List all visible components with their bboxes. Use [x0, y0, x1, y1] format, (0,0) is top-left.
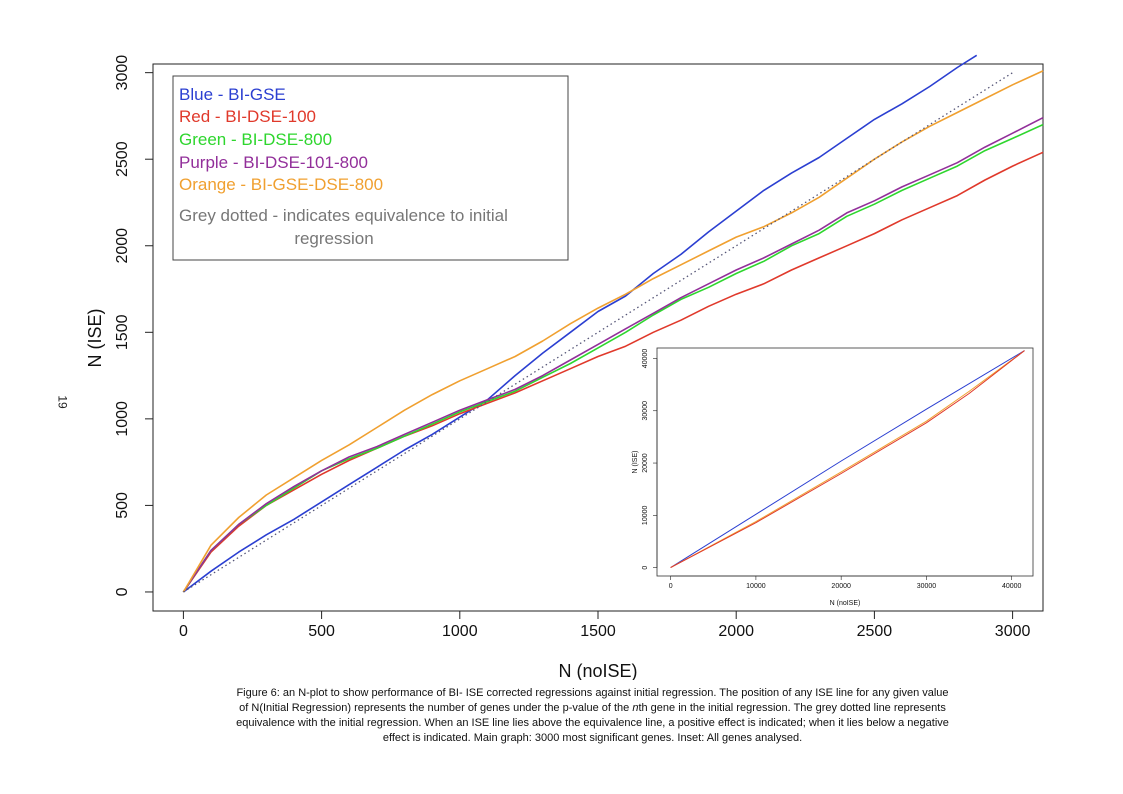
caption-line-4: effect is indicated. Main graph: 3000 mo…: [382, 732, 803, 744]
main-axes: 0 500 1000 1500 2000 2500 30000500100015002000…: [114, 55, 1030, 640]
legend-entry-green: Green - BI-DSE-800: [179, 130, 332, 149]
main-x-tick-label: 2500: [857, 623, 893, 640]
main-y-tick-label: 500: [114, 492, 131, 519]
main-y-tick-label: 2000: [114, 228, 131, 264]
caption-line-3: equivalence with the initial regression.…: [236, 717, 949, 729]
inset-y-tick-label: 0: [642, 566, 649, 570]
inset-y-tick-label: 10000: [642, 506, 649, 526]
main-x-tick-label: 2000: [718, 623, 754, 640]
caption-line-2: of N(Initial Regression) represents the …: [150, 701, 1035, 716]
main-x-tick-label: 1000: [442, 623, 478, 640]
main-series-lines: [182, 54, 1044, 593]
inset-y-tick-label: 40000: [642, 349, 649, 369]
inset-series-2-line: [670, 350, 1025, 569]
figure-caption: Figure 6: an N-plot to show performance …: [150, 686, 1035, 746]
main-x-axis-label: N (noISE): [558, 661, 637, 680]
main-series-3-line: [182, 116, 1044, 593]
main-y-tick-label: 3000: [114, 55, 131, 91]
inset-x-tick-label: 10000: [746, 583, 766, 590]
inset-background: [657, 348, 1033, 576]
legend-entry-blue: Blue - BI-GSE: [179, 85, 286, 104]
main-series-1-line: [182, 151, 1044, 593]
main-series-0-line: [182, 54, 978, 593]
inset-series-0-line: [670, 350, 1025, 569]
main-y-axis-label: N (ISE): [85, 308, 105, 367]
inset-y-axis-label: N (ISE): [632, 451, 639, 474]
inset-x-tick-label: 40000: [1002, 583, 1022, 590]
inset-y-tick-label: 30000: [642, 401, 649, 421]
main-x-tick-label: 500: [308, 623, 335, 640]
main-y-tick-label: 0: [114, 587, 131, 596]
inset-x-tick-label: 20000: [831, 583, 851, 590]
inset-chart: 0 10000 20000 30000 40000 0 10000 20000 30000 400…: [632, 347, 1034, 607]
caption-line-2-b: th gene in the initial regression. The g…: [638, 702, 946, 714]
page-number: 19: [55, 395, 70, 409]
n-plot-figure: 0 500 1000 1500 2000 2500 30000500100015002000…: [85, 54, 1044, 680]
caption-line-1: Figure 6: an N-plot to show performance …: [236, 687, 949, 699]
legend-frame: [172, 75, 569, 261]
main-y-tick-label: 1500: [114, 314, 131, 350]
main-chart: 0 500 1000 1500 2000 2500 30000500100015002000…: [85, 54, 1044, 680]
legend-box: Blue - BI-GSE Red - BI-DSE-100 Green - B…: [172, 75, 569, 261]
legend-entry-orange: Orange - BI-GSE-DSE-800: [179, 175, 383, 194]
main-x-tick-label: 3000: [995, 623, 1031, 640]
caption-line-2-em: n: [632, 702, 639, 714]
inset-x-axis-label: N (noISE): [830, 600, 861, 607]
legend-note-line-1: Grey dotted - indicates equivalence to i…: [179, 206, 508, 225]
inset-x-tick-label: 0: [669, 583, 673, 590]
inset-axes: 0 10000 20000 30000 40000 0 10000 20000 30000 400…: [642, 349, 1022, 590]
inset-y-tick-label: 20000: [642, 453, 649, 473]
main-y-tick-label: 2500: [114, 141, 131, 177]
caption-line-2-a: of N(Initial Regression) represents the …: [239, 702, 633, 714]
inset-series-1-line: [670, 350, 1025, 569]
main-series-5-line: [183, 72, 1013, 593]
main-x-tick-label: 0: [179, 623, 188, 640]
legend-entry-purple: Purple - BI-DSE-101-800: [179, 153, 368, 172]
main-y-tick-label: 1000: [114, 401, 131, 437]
legend-entry-red: Red - BI-DSE-100: [179, 107, 316, 126]
main-x-tick-label: 1500: [580, 623, 616, 640]
inset-x-tick-label: 30000: [917, 583, 937, 590]
inset-series-lines: [670, 350, 1025, 569]
legend-note-line-2: regression: [294, 229, 373, 248]
